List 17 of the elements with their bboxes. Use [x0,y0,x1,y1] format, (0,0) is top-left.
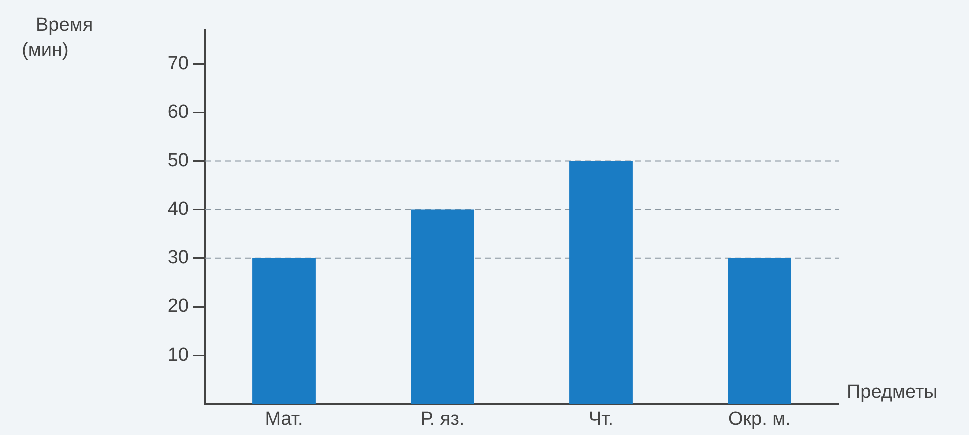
y-tick-label: 30 [168,248,189,269]
x-tick-label: Окр. м. [728,408,792,430]
y-tick-label: 20 [168,296,189,318]
bar [252,258,316,404]
x-tick-label: Чт. [588,408,614,430]
bar [728,258,792,404]
x-tick-label: Р. яз. [420,408,465,430]
y-tick-label: 40 [168,199,189,220]
y-tick-label: 50 [168,150,189,172]
x-axis-title: Предметы [847,382,938,403]
y-tick-label: 60 [168,102,189,123]
bar [570,161,633,404]
x-tick-label: Мат. [265,408,304,430]
y-axis-title: Время (мин) [22,15,94,61]
y-tick-label: 10 [168,344,189,366]
y-tick-label: 70 [168,53,189,74]
bar [411,210,474,404]
